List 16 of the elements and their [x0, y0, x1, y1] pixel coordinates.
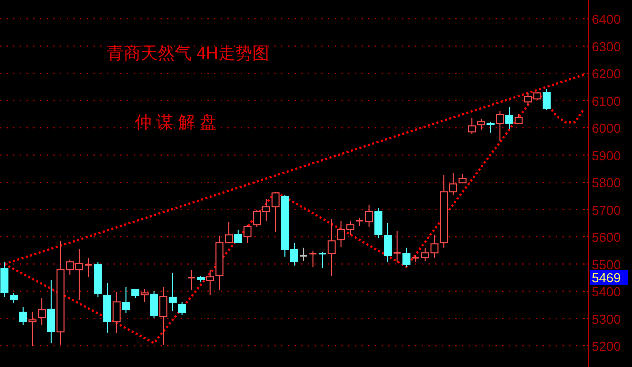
y-tick-label: 6100	[592, 94, 621, 109]
y-tick-label: 6000	[592, 121, 621, 136]
y-tick-label: 5500	[592, 257, 621, 272]
text: 青商天然气 4H走势图	[107, 44, 270, 63]
text: 仲 谋 解 盘	[135, 113, 218, 132]
y-tick-label: 5400	[592, 284, 621, 300]
y-tick-label: 5900	[592, 148, 621, 164]
y-tick-label: 6200	[592, 66, 621, 82]
y-tick-label: 5600	[592, 230, 621, 246]
y-tick-label: 6300	[592, 39, 621, 54]
y-tick-label: 5200	[592, 339, 621, 354]
y-tick-label: 5800	[592, 176, 621, 191]
y-tick-label: 5300	[592, 312, 621, 327]
text: 5469	[592, 270, 621, 286]
y-tick-label: 5700	[592, 202, 621, 218]
y-tick-label: 6400	[592, 12, 621, 28]
